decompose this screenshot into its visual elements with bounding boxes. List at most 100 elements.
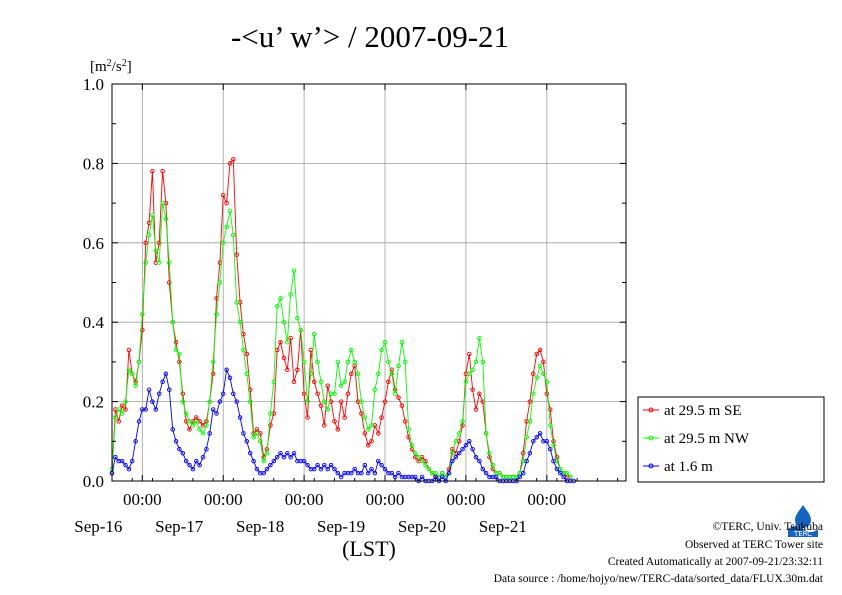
data-point — [210, 407, 216, 412]
data-point — [460, 419, 465, 424]
data-point — [224, 200, 229, 206]
data-point — [234, 300, 239, 305]
data-point — [558, 470, 563, 476]
data-point — [547, 407, 553, 412]
data-point — [379, 462, 384, 468]
data-point — [160, 200, 165, 206]
data-point — [285, 367, 290, 373]
x-tick-time-label: 00:00 — [123, 490, 162, 509]
data-point — [534, 375, 539, 381]
data-point — [365, 427, 371, 432]
data-point — [244, 371, 250, 377]
data-point — [163, 216, 169, 222]
data-point — [402, 419, 408, 424]
data-point — [365, 443, 371, 448]
data-point — [113, 415, 118, 420]
data-point — [170, 427, 175, 432]
series-layer — [109, 157, 577, 484]
data-point — [537, 431, 543, 436]
data-point — [298, 327, 303, 333]
x-ticks: 00:00Sep-1600:00Sep-1700:00Sep-1800:00Se… — [74, 84, 619, 536]
data-point — [332, 391, 337, 396]
data-point — [369, 439, 374, 444]
data-point — [338, 383, 344, 388]
data-point — [268, 423, 273, 428]
data-point — [322, 462, 327, 468]
x-tick-date-label: Sep-18 — [236, 517, 284, 536]
data-point — [480, 466, 486, 472]
data-point — [325, 383, 330, 388]
data-point — [187, 419, 192, 424]
data-point — [311, 331, 317, 337]
data-point — [527, 399, 533, 404]
data-point — [517, 474, 523, 480]
data-point — [146, 387, 152, 392]
data-point — [446, 470, 452, 476]
data-point — [224, 224, 229, 230]
data-point — [281, 454, 287, 460]
data-point — [551, 458, 556, 464]
data-point — [544, 391, 550, 396]
data-point — [254, 431, 260, 436]
data-point — [126, 347, 132, 353]
data-point — [308, 371, 314, 377]
data-point — [376, 458, 381, 464]
data-point — [541, 359, 546, 365]
data-point — [129, 458, 135, 464]
data-point — [251, 435, 256, 440]
data-point — [116, 407, 121, 412]
data-point — [143, 407, 148, 412]
data-point — [409, 443, 415, 448]
data-point — [335, 359, 341, 365]
data-point — [318, 403, 324, 408]
data-point — [342, 415, 347, 420]
x-tick-time-label: 00:00 — [447, 490, 486, 509]
data-point — [113, 454, 118, 460]
data-point — [150, 169, 155, 174]
data-point — [423, 462, 428, 468]
data-point — [392, 391, 398, 396]
data-point — [325, 466, 330, 472]
data-point — [382, 399, 388, 404]
data-point — [150, 399, 155, 404]
data-point — [301, 359, 307, 365]
data-point — [156, 240, 162, 246]
data-point — [146, 232, 152, 238]
data-point — [399, 403, 405, 408]
data-point — [167, 280, 172, 285]
data-point — [217, 399, 223, 404]
data-point — [460, 446, 465, 452]
data-point — [345, 359, 351, 365]
data-point — [386, 359, 391, 365]
data-point — [537, 347, 543, 353]
data-point — [123, 462, 128, 468]
data-point — [116, 419, 121, 424]
x-tick-time-label: 00:00 — [285, 490, 324, 509]
terc-logo-icon: TERC — [786, 503, 820, 538]
data-point — [376, 371, 381, 377]
data-point — [258, 439, 263, 444]
series-line — [111, 203, 571, 478]
data-point — [197, 427, 202, 432]
data-point — [396, 395, 401, 400]
x-tick-time-label: 00:00 — [527, 490, 566, 509]
data-point — [231, 391, 236, 396]
data-point — [123, 399, 128, 404]
data-point — [295, 315, 300, 321]
data-point — [288, 292, 293, 297]
data-point — [544, 379, 550, 385]
data-point — [416, 454, 421, 460]
data-point — [473, 359, 479, 365]
data-point — [136, 419, 142, 424]
data-point — [264, 466, 270, 472]
data-point — [207, 431, 212, 436]
data-point — [463, 443, 469, 448]
data-point — [156, 260, 162, 265]
data-point — [379, 415, 384, 420]
x-tick-date-label: Sep-17 — [155, 517, 204, 536]
data-point — [207, 399, 212, 404]
data-point — [281, 319, 287, 325]
footer-created: Created Automatically at 2007-09-21/23:3… — [607, 556, 823, 568]
legend-swatch-marker — [648, 435, 654, 441]
data-point — [490, 462, 496, 468]
